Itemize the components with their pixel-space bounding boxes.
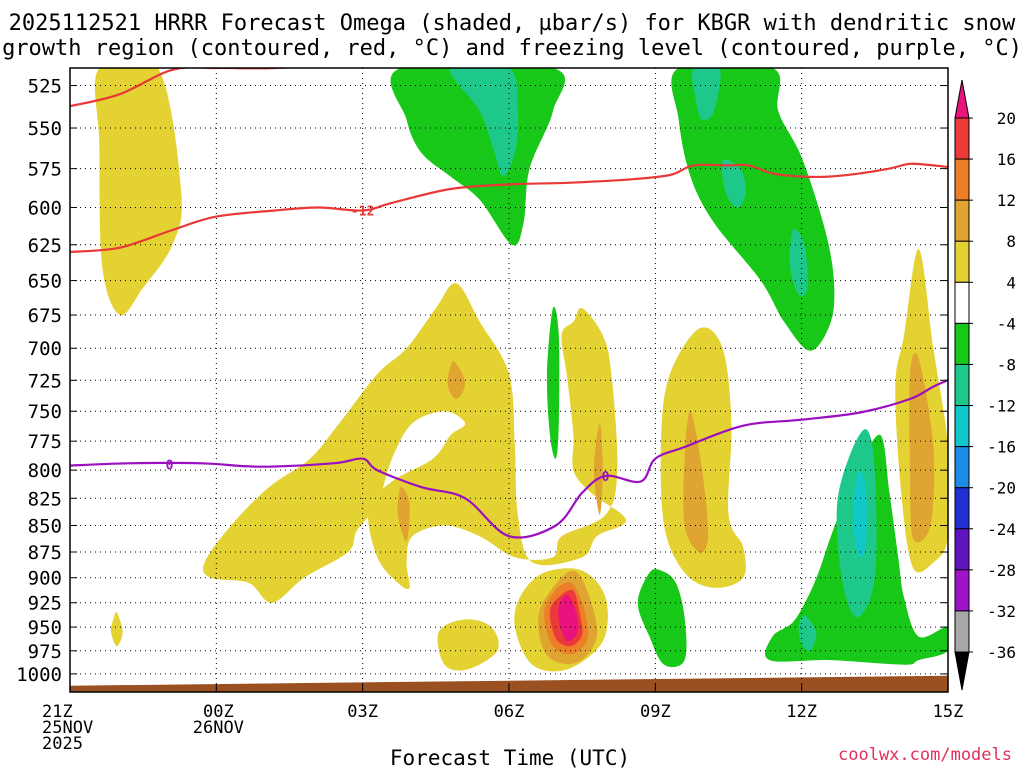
omega-neg-8-c (721, 159, 747, 208)
y-tick-label-675: 675 (28, 305, 62, 327)
omega-pos-4-west-upper (94, 68, 182, 316)
y-tick-label-775: 775 (28, 431, 62, 453)
omega-pos-8-a (447, 361, 466, 400)
y-tick-label-900: 900 (28, 568, 62, 590)
omega-neg-4-top-center (390, 68, 566, 246)
colorbar-bin-6 (954, 363, 970, 407)
colorbar-bin-4 (954, 281, 970, 324)
omega-neg-8-b (691, 68, 721, 121)
credit-text: coolwx.com/models (838, 745, 1012, 765)
colorbar-label-8: -16 (987, 438, 1016, 457)
colorbar-label-6: -8 (997, 355, 1016, 374)
chart-title-line2: growth region (contoured, red, °C) and f… (2, 36, 1022, 61)
colorbar-tip-top (954, 79, 970, 119)
x-tick-label-0-0: 21Z (42, 702, 73, 722)
dgz-contour-minus12 (70, 162, 948, 254)
colorbar-bin-7 (954, 405, 970, 448)
omega-pos-4-small-sw (110, 611, 123, 647)
omega-pos-4-central (202, 283, 627, 603)
colorbar-label-12: -32 (987, 602, 1016, 621)
y-tick-label-700: 700 (28, 338, 62, 360)
colorbar-bin-8 (954, 446, 970, 489)
omega-neg-4-top-right (671, 68, 835, 351)
y-tick-label-875: 875 (28, 542, 62, 564)
x-axis-label: Forecast Time (UTC) (390, 746, 630, 768)
y-tick-label-575: 575 (28, 159, 62, 181)
freezing-level-contour-label-0: 0 (166, 458, 174, 473)
colorbar-bin-10 (954, 528, 970, 571)
omega-pos-8-e (909, 353, 935, 543)
y-tick-label-650: 650 (28, 271, 62, 293)
x-tick-label-3-0: 06Z (494, 702, 525, 722)
colorbar-label-13: -36 (987, 643, 1016, 662)
chart-title-line1: 2025112521 HRRR Forecast Omega (shaded, … (9, 11, 1016, 36)
omega-pos-4-low-left (437, 619, 499, 671)
omega-pos-8-d (683, 411, 709, 553)
colorbar-label-1: 16 (997, 150, 1016, 169)
x-tick-label-2-0: 03Z (347, 702, 378, 722)
axes: 525 550 575 600 625 650 675 700 725 750 775 800 825 8… (16, 67, 964, 754)
x-tick-label-0-1: 25NOV (42, 718, 93, 738)
y-tick-label-725: 725 (28, 370, 62, 392)
x-tick-label-1-0: 00Z (203, 702, 234, 722)
colorbar-label-9: -20 (987, 479, 1016, 498)
x-tick-label-1-1: 26NOV (193, 718, 244, 738)
x-tick-label-4-0: 09Z (640, 702, 671, 722)
y-tick-label-550: 550 (28, 118, 62, 140)
y-tick-label-1000: 1000 (16, 664, 62, 686)
omega-neg-4-lower-right (637, 568, 687, 668)
omega-neg-8-a (450, 68, 519, 177)
omega-pos-4-right-center (660, 327, 746, 588)
colorbar: 20 16 12 8 4 -4 -8 -12 -16 -20 -24 -28 -32 -36 (954, 79, 1016, 691)
colorbar-bin-9 (954, 487, 970, 530)
x-tick-label-0-2: 2025 (42, 734, 83, 754)
colorbar-label-2: 12 (997, 191, 1016, 210)
colorbar-bin-2 (954, 199, 970, 242)
omega-pos-8-b (397, 486, 410, 542)
y-tick-label-625: 625 (28, 235, 62, 257)
omega-pos-20 (558, 594, 579, 642)
omega-neg-8-d (789, 229, 808, 297)
colorbar-label-5: -4 (997, 314, 1016, 333)
colorbar-label-10: -24 (987, 520, 1016, 539)
y-tick-label-975: 975 (28, 641, 62, 663)
colorbar-tip-bottom (954, 651, 970, 691)
omega-pos-8-c (593, 423, 603, 515)
y-tick-label-750: 750 (28, 401, 62, 423)
omega-neg-12 (853, 470, 867, 558)
freezing-level-contour (70, 379, 948, 539)
y-tick-label-925: 925 (28, 593, 62, 615)
colorbar-label-3: 8 (1006, 232, 1016, 251)
y-tick-label-800: 800 (28, 460, 62, 482)
dgz-contour-upper (70, 68, 297, 108)
dgz-contour-minus12-label-0: -12 (351, 205, 374, 220)
colorbar-bin-5 (954, 322, 970, 365)
colorbar-bin-3 (954, 240, 970, 283)
y-tick-label-850: 850 (28, 516, 62, 538)
freezing-level-contour-label-1: 0 (602, 470, 610, 485)
y-tick-label-600: 600 (28, 197, 62, 219)
colorbar-bin-11 (954, 569, 970, 612)
x-tick-label-6-0: 15Z (933, 702, 964, 722)
plot-area: -12 0 0 (70, 68, 948, 692)
colorbar-bin-0 (954, 117, 970, 160)
x-tick-label-5-0: 12Z (786, 702, 817, 722)
colorbar-label-11: -28 (987, 561, 1016, 580)
omega-neg-4-slab (546, 306, 560, 459)
colorbar-label-4: 4 (1006, 273, 1016, 292)
colorbar-bin-1 (954, 158, 970, 201)
colorbar-label-7: -12 (987, 397, 1016, 416)
omega-neg-8-e (798, 615, 817, 652)
y-tick-label-950: 950 (28, 617, 62, 639)
plot-inner: -12 0 0 (70, 68, 948, 692)
y-tick-label-525: 525 (28, 76, 62, 98)
y-tick-label-825: 825 (28, 488, 62, 510)
colorbar-bin-12 (954, 610, 970, 653)
colorbar-label-0: 20 (997, 109, 1016, 128)
